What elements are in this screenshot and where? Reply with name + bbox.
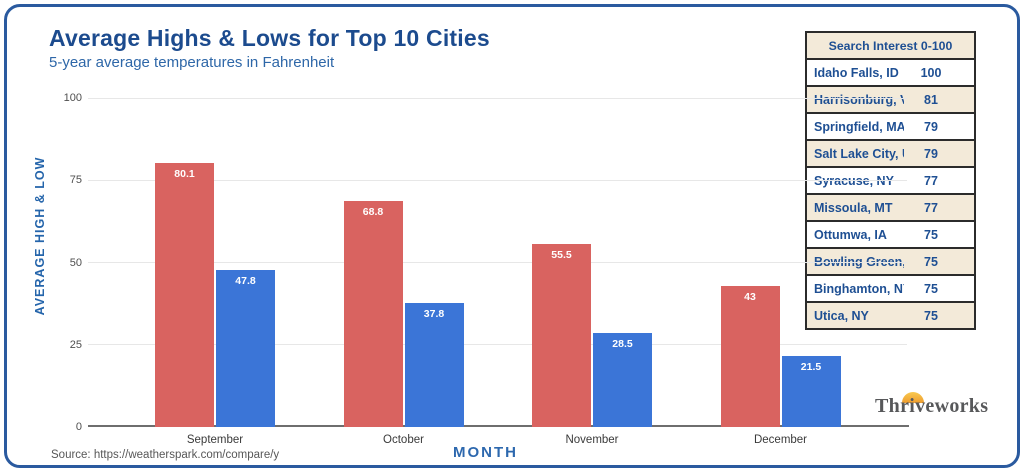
table-cell-city: Missoula, MT [814,200,893,215]
logo-text: Thriveworks [875,395,989,417]
y-tick-label: 25 [69,338,82,351]
table-cell-city: Springfield, MA [814,119,904,134]
table-row: Binghamton, NY 75 [807,276,974,303]
source-note: Source: https://weatherspark.com/compare… [51,449,280,461]
y-tick-label: 50 [69,256,82,269]
bar-value-label: 68.8 [362,205,384,218]
table-row: Springfield, MA 79 [807,114,974,141]
table-cell-value: 79 [924,146,938,161]
x-axis-title: MONTH [453,444,518,461]
bar-value-label: 47.8 [235,274,256,287]
table-cell-city: Idaho Falls, ID [814,65,899,80]
y-tick-label: 0 [75,421,82,433]
table-cell-city: Bowling Green, KY [814,254,904,269]
table-cell-city: Binghamton, NY [814,281,904,296]
table-row: Salt Lake City, UT 79 [807,141,974,168]
table-row: Bowling Green, KY 75 [807,249,974,276]
page-subtitle: 5-year average temperatures in Fahrenhei… [49,54,335,71]
table-cell-city: Harrisonburg, VA [814,92,904,107]
table-row: Missoula, MT 77 [807,195,974,222]
infographic-canvas: Average Highs & Lows for Top 10 Cities 5… [4,4,1020,468]
x-tick-label: November [565,434,619,446]
x-tick-label: September [186,434,244,446]
table-cell-value: 75 [924,281,938,296]
table-row: Idaho Falls, ID 100 [807,60,974,87]
table-cell-value: 100 [920,65,942,80]
bar-low-september: 47.8 [216,269,275,427]
bar-low-november: 28.5 [593,333,652,427]
bar-high-november: 55.5 [532,244,591,427]
thriveworks-logo: Thriveworks [875,391,989,423]
table-row: Ottumwa, IA 75 [807,222,974,249]
bar-value-label: 37.8 [423,307,445,320]
bar-value-label: 21.5 [800,361,822,374]
table-cell-city: Salt Lake City, UT [814,146,904,161]
table-cell-value: 77 [924,173,938,188]
gridline [88,97,907,99]
gridline [88,262,907,263]
table-cell-city: Utica, NY [814,308,869,323]
x-axis-line [88,425,909,427]
x-tick-label: October [383,434,424,446]
search-interest-table: Search Interest 0-100 Idaho Falls, ID 100… [805,31,976,330]
page-title: Average Highs & Lows for Top 10 Cities [49,25,490,51]
table-header-label: Search Interest 0-100 [828,38,953,53]
table-row: Harrisonburg, VA 81 [807,87,974,114]
bar-high-december: 43 [720,285,780,427]
table-cell-value: 79 [924,119,938,134]
table-cell-value: 75 [924,227,938,242]
table-header: Search Interest 0-100 [807,33,974,60]
bar-high-october: 68.8 [343,200,403,427]
bar-value-label: 55.5 [551,249,572,262]
table-cell-value: 81 [924,92,938,107]
bar-high-september: 80.1 [155,163,214,427]
table-row: Utica, NY 75 [807,303,974,328]
sun-icon [902,392,924,403]
table-row: Syracuse, NY 77 [807,168,974,195]
gridline [88,179,907,181]
bar-low-december: 21.5 [781,356,841,427]
table-cell-value: 75 [924,308,938,323]
bar-value-label: 80.1 [174,168,195,181]
table-cell-value: 77 [924,200,938,215]
y-tick-label: 100 [63,92,82,104]
x-tick-label: December [753,434,808,446]
table-cell-value: 75 [924,254,938,269]
y-tick-label: 75 [69,174,82,187]
bar-value-label: 28.5 [612,338,633,351]
bar-low-october: 37.8 [404,302,464,427]
gridline [88,344,907,346]
table-cell-city: Ottumwa, IA [814,227,887,242]
bar-value-label: 43 [744,290,756,303]
